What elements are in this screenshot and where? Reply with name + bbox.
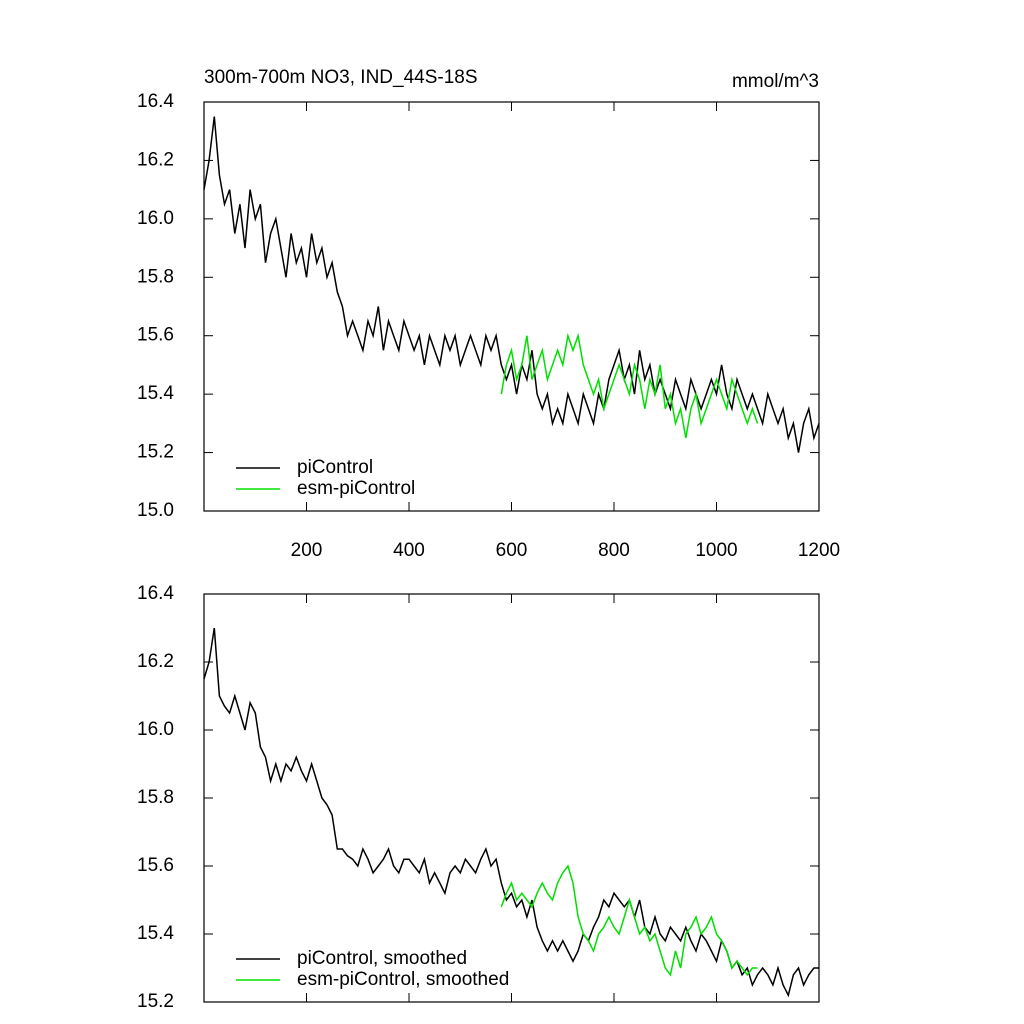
y-tick-label: 15.2 xyxy=(137,991,174,1012)
x-tick-label: 800 xyxy=(598,540,630,561)
y-tick-label: 15.2 xyxy=(137,442,174,463)
y-tick-label: 15.4 xyxy=(137,383,174,404)
legend-label: piControl xyxy=(297,457,373,478)
plot-frame xyxy=(203,593,820,1003)
x-tick-label: 1200 xyxy=(798,540,840,561)
y-tick-label: 15.4 xyxy=(137,923,174,944)
data-line xyxy=(500,332,759,439)
legend-label: esm-piControl xyxy=(297,478,415,499)
data-line xyxy=(203,116,820,453)
legend-label: piControl, smoothed xyxy=(297,948,467,969)
data-line xyxy=(500,864,758,977)
y-tick-label: 15.0 xyxy=(137,500,174,521)
x-tick-label: 600 xyxy=(496,540,528,561)
data-line xyxy=(203,627,819,998)
y-tick-label: 16.2 xyxy=(137,149,174,170)
y-tick-label: 16.4 xyxy=(137,91,174,112)
chart-title: 300m-700m NO3, IND_44S-18S xyxy=(204,67,478,88)
x-tick-label: 1000 xyxy=(695,540,737,561)
y-tick-label: 15.8 xyxy=(137,787,174,808)
y-tick-label: 16.4 xyxy=(137,583,174,604)
y-tick-label: 15.6 xyxy=(137,325,174,346)
y-tick-label: 16.0 xyxy=(137,719,174,740)
units-label: mmol/m^3 xyxy=(732,71,819,92)
plot-frame xyxy=(203,101,820,512)
y-tick-label: 16.2 xyxy=(137,651,174,672)
legend-label: esm-piControl, smoothed xyxy=(297,969,509,990)
y-tick-label: 15.6 xyxy=(137,855,174,876)
x-tick-label: 400 xyxy=(393,540,425,561)
y-tick-label: 15.8 xyxy=(137,266,174,287)
y-tick-label: 16.0 xyxy=(137,208,174,229)
x-tick-label: 200 xyxy=(291,540,323,561)
